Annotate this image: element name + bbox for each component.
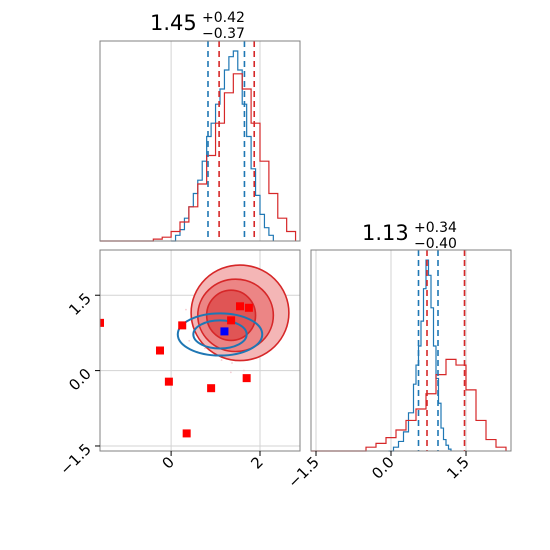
sample-dot: [188, 339, 191, 342]
param2-xtick-label-1: 0.0: [368, 453, 398, 483]
red-marker-1: [156, 346, 164, 355]
red-marker-7: [236, 302, 244, 311]
red-marker-0: [100, 318, 104, 327]
blue-marker-0: [220, 327, 229, 336]
title-param2: 1.13 +0.34 −0.40: [362, 220, 457, 252]
param1-hist-series-1: [100, 73, 297, 242]
param2-hist-series-1: [311, 358, 507, 452]
title-param1-minus: −0.37: [202, 26, 245, 42]
hist-param1-series: [100, 50, 297, 242]
scatter-xtick-label-1: 2: [247, 453, 266, 472]
sample-dot: [220, 359, 223, 361]
sample-dot: [185, 308, 187, 311]
red-marker-3: [178, 321, 187, 330]
red-contours: [190, 264, 290, 362]
scatter-frame: [99, 249, 301, 452]
hist-param2-grid: [315, 250, 467, 451]
title-param2-median: 1.13: [362, 221, 409, 245]
scatter-ytick-label-0: −1.5: [56, 440, 94, 478]
title-param1-median: 1.45: [150, 11, 197, 35]
red-marker-9: [242, 374, 251, 383]
hist-param1-quantiles: [207, 41, 256, 241]
hist-param2-ticks: −1.5 0.0 1.5: [284, 451, 473, 492]
sample-dot: [229, 371, 232, 374]
param2-xtick-label-0: −1.5: [284, 453, 322, 491]
scatter-ytick-label-1: 0.0: [65, 365, 95, 395]
scatter-markers: [100, 302, 253, 438]
sample-dot: [243, 369, 245, 372]
scatter-ytick-label-2: 1.5: [65, 289, 95, 319]
param2-hist-series-0: [388, 259, 452, 452]
blue-contours: [176, 312, 264, 357]
hist-panel-param1: [99, 40, 301, 242]
red-marker-6: [227, 316, 236, 325]
hist-param2-quantiles: [417, 250, 466, 451]
title-param2-plus: +0.34: [414, 220, 457, 236]
red-marker-5: [207, 384, 216, 393]
title-param2-minus: −0.40: [414, 236, 457, 252]
blue-contour-level-1: [192, 319, 248, 350]
scatter-panel: 0 2 −1.5 0.0 1.5: [56, 249, 301, 479]
red-marker-8: [244, 303, 253, 312]
blue-contour-level-0: [176, 312, 264, 357]
red-contour-level-2: [205, 289, 257, 342]
sample-dot: [204, 347, 206, 350]
hist-panel-param2: −1.5 0.0 1.5: [284, 249, 512, 492]
red-marker-4: [182, 429, 191, 438]
param2-xtick-label-2: 1.5: [443, 453, 473, 483]
red-marker-2: [164, 377, 173, 386]
sample-dot: [231, 362, 233, 364]
hist-param2-series: [311, 259, 507, 452]
title-param1-plus: +0.42: [202, 10, 245, 26]
hist-param1-frame: [99, 40, 301, 242]
param1-hist-series-0: [171, 50, 274, 242]
hist-param2-frame: [310, 249, 512, 452]
title-param1: 1.45 +0.42 −0.37: [150, 10, 245, 42]
scatter-xtick-label-0: 0: [158, 453, 177, 472]
